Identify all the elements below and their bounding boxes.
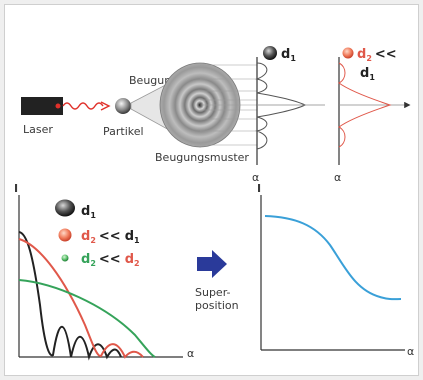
figure-frame: Laser Partikel Beugung Beugungsmuster d1… bbox=[4, 4, 419, 376]
bl-y-axis-label: I bbox=[14, 182, 18, 195]
legend-d2-label: d2 << d1 bbox=[81, 229, 140, 245]
legend-d3-particle bbox=[61, 254, 69, 262]
particle-sphere bbox=[115, 98, 131, 114]
profile-d2-particle bbox=[342, 47, 354, 59]
bl-curve-d1 bbox=[18, 231, 122, 361]
profile-d2-label: d2 << bbox=[357, 47, 397, 63]
bl-curve-d2 bbox=[18, 238, 144, 359]
legend-d3-label: d2 << d2 bbox=[81, 252, 140, 268]
profile-d1-particle bbox=[263, 46, 277, 60]
particle-label: Partikel bbox=[103, 125, 144, 138]
legend-d1-particle bbox=[55, 199, 75, 217]
profile-d1-curve bbox=[255, 62, 307, 150]
br-superposition-curve bbox=[264, 215, 402, 301]
profile-d2-curve bbox=[338, 62, 392, 148]
legend-d1-label: d1 bbox=[81, 204, 96, 220]
profile-d1-label: d1 bbox=[281, 47, 296, 63]
bl-legend: d1 d2 << d1 d2 << d2 bbox=[55, 199, 140, 268]
profile-d1-axis-label: α bbox=[252, 171, 259, 184]
superposition-label-1: Super- bbox=[195, 286, 231, 299]
superposition-arrow-icon bbox=[197, 250, 227, 278]
diffraction-superposition-diagram: Laser Partikel Beugung Beugungsmuster d1… bbox=[14, 46, 414, 361]
br-x-axis-label: α bbox=[407, 345, 414, 358]
bl-curve-d3 bbox=[18, 279, 156, 358]
laser-beam-wave bbox=[62, 102, 104, 110]
bl-x-axis-label: α bbox=[187, 347, 194, 360]
profile-d2-compare-label: d1 bbox=[360, 66, 375, 82]
br-y-axis-label: I bbox=[257, 182, 261, 195]
projection-lines bbox=[200, 64, 257, 146]
laser-beam-arrowhead bbox=[100, 101, 111, 111]
legend-d2-particle bbox=[58, 228, 72, 242]
superposition-label-2: position bbox=[195, 299, 239, 312]
laser-device bbox=[21, 97, 63, 115]
profile-d2-axis-label: α bbox=[334, 171, 341, 184]
diffraction-pattern-label: Beugungsmuster bbox=[155, 151, 249, 164]
laser-aperture bbox=[55, 103, 61, 109]
laser-label: Laser bbox=[23, 123, 53, 136]
